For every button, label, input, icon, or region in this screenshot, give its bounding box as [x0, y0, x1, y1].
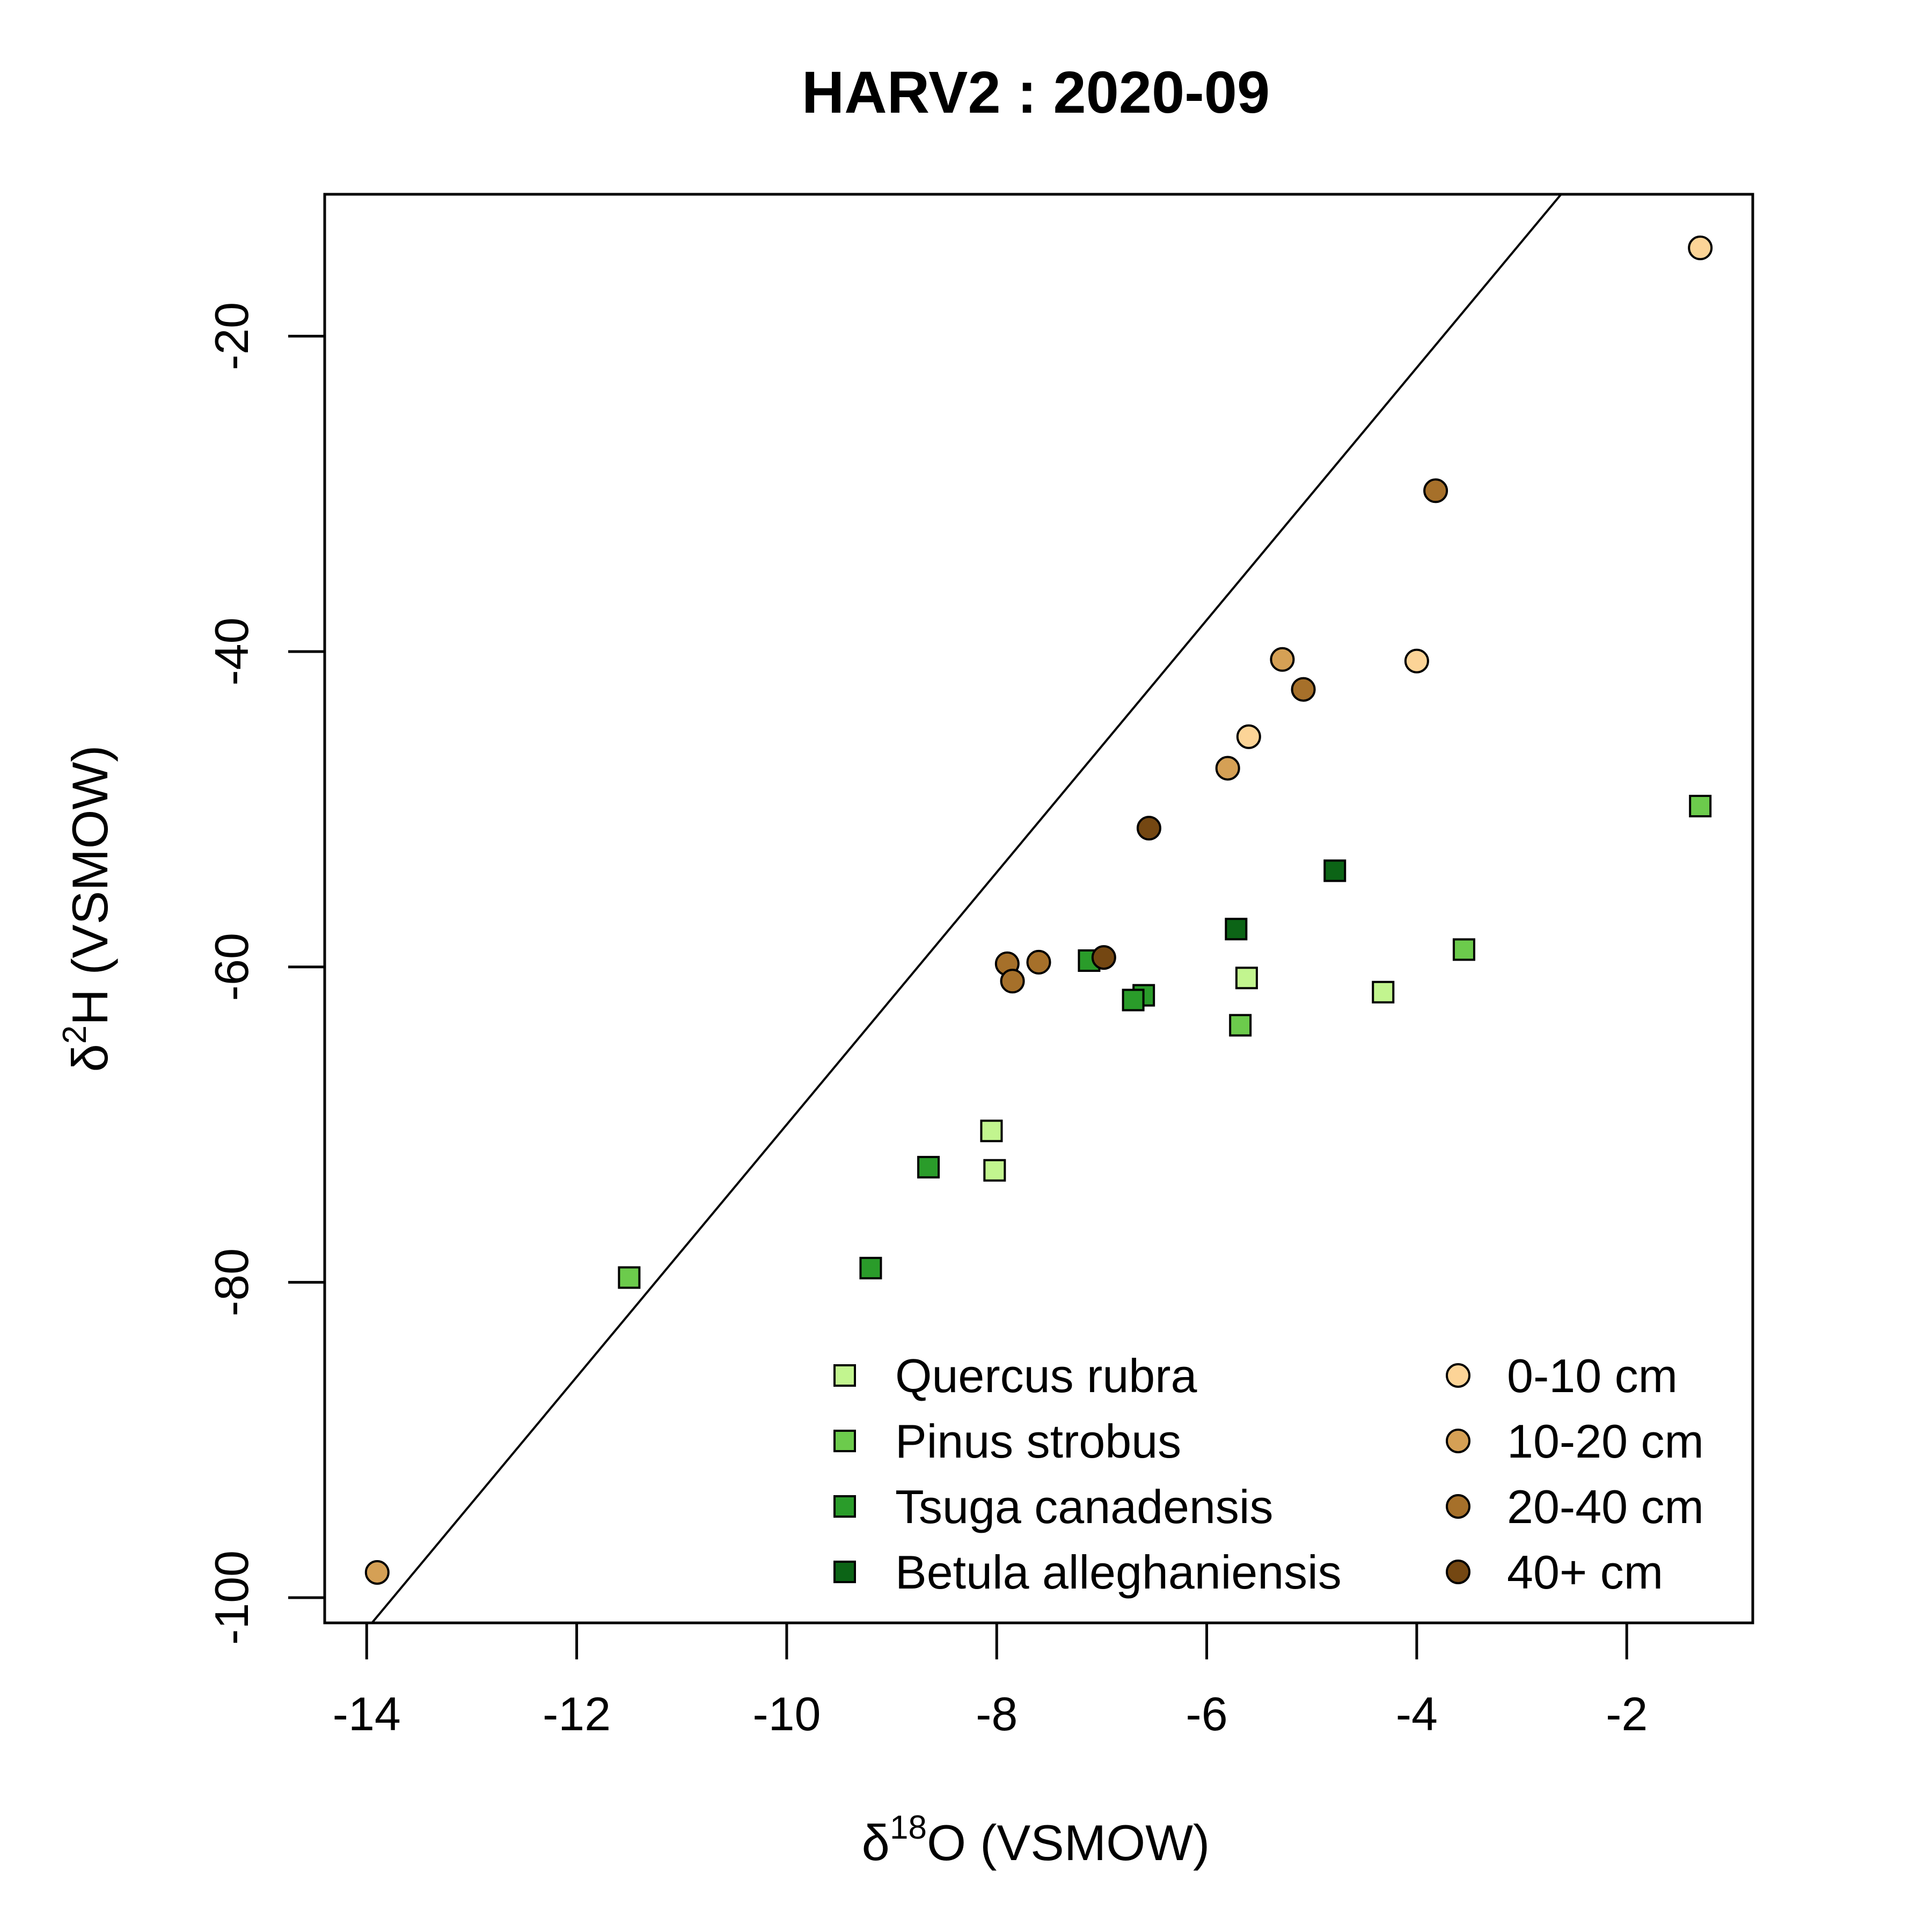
- y-axis-label-superscript: 2: [56, 1026, 93, 1044]
- x-tick-label: -4: [1396, 1687, 1438, 1740]
- y-axis-label: δ2H (VSMOW): [56, 745, 118, 1072]
- reference-line-layer: [370, 194, 1563, 1623]
- point-tsuga-canadensis: [859, 1256, 882, 1279]
- legend-marker-tsuga-canadensis: [833, 1495, 856, 1518]
- point-tsuga-canadensis: [917, 1155, 940, 1179]
- legend-label-0-10-cm: 0-10 cm: [1507, 1349, 1678, 1402]
- y-tick-label: -100: [205, 1550, 258, 1645]
- point-10-20-cm: [1215, 756, 1240, 781]
- x-axis-label-text: O (VSMOW): [927, 1814, 1210, 1871]
- y-tick-label: -20: [205, 302, 258, 370]
- legend-label-tsuga-canadensis: Tsuga canadensis: [895, 1480, 1273, 1533]
- point-pinus-strobus: [618, 1266, 641, 1289]
- point-quercus-rubra: [1372, 980, 1395, 1004]
- point-20-40-cm: [1423, 478, 1448, 503]
- y-tick-label: -40: [205, 617, 258, 685]
- x-tick-label: -10: [752, 1687, 821, 1740]
- legend-label-40-cm: 40+ cm: [1507, 1546, 1663, 1599]
- data-points: [364, 235, 1713, 1585]
- point-betula-alleghaniensis: [1323, 859, 1346, 882]
- x-tick-label: -12: [543, 1687, 611, 1740]
- point-quercus-rubra: [1235, 967, 1258, 990]
- reference-line: [370, 194, 1563, 1623]
- x-tick-label: -8: [976, 1687, 1018, 1740]
- legend-label-quercus-rubra: Quercus rubra: [895, 1349, 1197, 1402]
- point-10-20-cm: [364, 1560, 390, 1585]
- legend-marker-betula-alleghaniensis: [833, 1561, 856, 1583]
- point-0-10-cm: [1688, 235, 1713, 260]
- point-betula-alleghaniensis: [1225, 918, 1248, 941]
- legend-marker-20-40-cm: [1446, 1494, 1470, 1519]
- legend-marker-quercus-rubra: [833, 1364, 856, 1387]
- point-40-cm: [1091, 945, 1116, 970]
- x-tick-label: -14: [333, 1687, 401, 1740]
- x-axis: -14 -12 -10 -8 -6 -4 -2: [333, 1621, 1648, 1740]
- y-axis-label-text: H (VSMOW): [62, 745, 118, 1026]
- point-20-40-cm: [1291, 677, 1316, 702]
- point-quercus-rubra: [980, 1119, 1003, 1143]
- x-tick-label: -2: [1606, 1687, 1648, 1740]
- legend-label-betula-alleghaniensis: Betula alleghaniensis: [895, 1546, 1342, 1599]
- legend-marker-10-20-cm: [1446, 1429, 1470, 1453]
- point-40-cm: [1136, 816, 1161, 841]
- point-pinus-strobus: [1689, 795, 1712, 818]
- legend-label-20-40-cm: 20-40 cm: [1507, 1480, 1704, 1533]
- point-20-40-cm: [1026, 949, 1051, 975]
- point-pinus-strobus: [1229, 1014, 1252, 1037]
- point-10-20-cm: [1270, 647, 1295, 672]
- y-axis: -100 -80 -60 -40 -20: [205, 302, 326, 1645]
- legend-label-pinus-strobus: Pinus strobus: [895, 1415, 1181, 1468]
- x-axis-label: δ18O (VSMOW): [862, 1809, 1210, 1871]
- legend-marker-0-10-cm: [1446, 1363, 1470, 1388]
- y-tick-label: -60: [205, 933, 258, 1001]
- plot-frame: [323, 193, 1754, 1624]
- point-tsuga-canadensis: [1122, 989, 1145, 1012]
- x-axis-label-symbol: δ: [862, 1814, 890, 1871]
- point-quercus-rubra: [983, 1159, 1006, 1182]
- point-0-10-cm: [1236, 724, 1261, 749]
- point-pinus-strobus: [1452, 938, 1475, 961]
- x-tick-label: -6: [1185, 1687, 1227, 1740]
- point-0-10-cm: [1404, 648, 1429, 674]
- legend: Quercus rubra Pinus strobus Tsuga canadens…: [833, 1349, 1704, 1599]
- x-axis-label-superscript: 18: [890, 1809, 927, 1846]
- legend-marker-40-cm: [1446, 1560, 1470, 1584]
- legend-marker-pinus-strobus: [833, 1430, 856, 1452]
- y-tick-label: -80: [205, 1248, 258, 1316]
- y-axis-label-symbol: δ: [62, 1044, 118, 1072]
- point-20-40-cm: [1000, 969, 1025, 994]
- legend-label-10-20-cm: 10-20 cm: [1507, 1415, 1704, 1468]
- chart-title: HARV2 : 2020-09: [802, 60, 1270, 126]
